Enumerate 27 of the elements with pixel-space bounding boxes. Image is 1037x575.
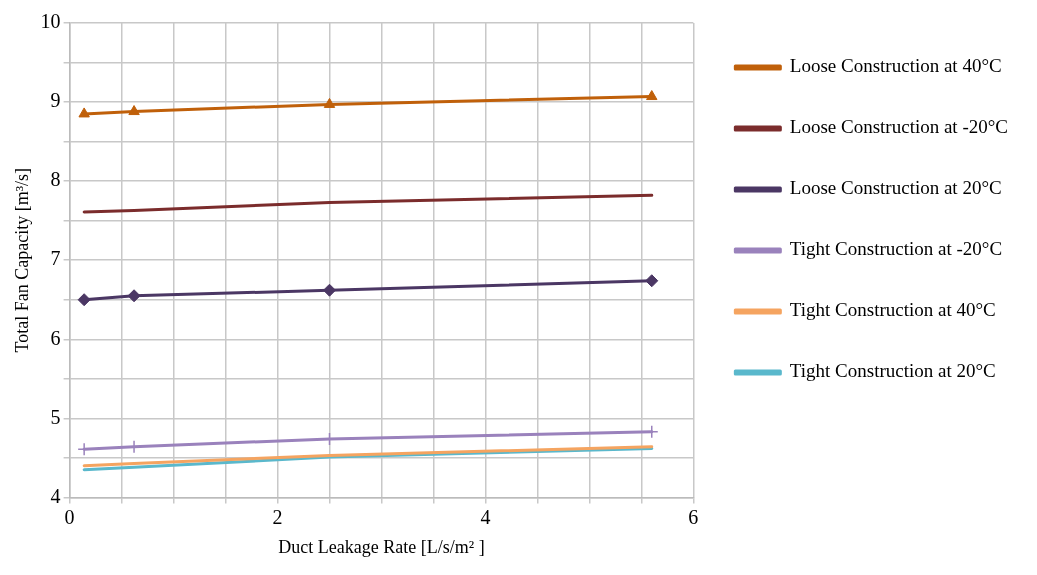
- point: [128, 105, 140, 116]
- legend-label: Loose Construction at 40°C: [789, 55, 1002, 77]
- y-tick-label: 10: [40, 10, 61, 33]
- x-tick-label: 6: [688, 505, 699, 528]
- x-tick-label: 2: [272, 505, 283, 528]
- x-tick-label: 0: [64, 505, 75, 528]
- point: [323, 97, 336, 108]
- legend-label: Loose Construction at 20°C: [789, 177, 1002, 199]
- x-tick-label: 4: [480, 505, 491, 528]
- point: [645, 274, 659, 288]
- point: [127, 289, 141, 303]
- y-tick-label: 9: [50, 89, 61, 112]
- y-tick-label: 8: [50, 168, 61, 191]
- point: [646, 90, 658, 101]
- legend-label: Tight Construction at 40°C: [789, 299, 996, 321]
- legend-label: Loose Construction at -20°C: [789, 116, 1009, 138]
- y-tick-label: 5: [50, 405, 61, 428]
- legend-label: Tight Construction at -20°C: [789, 238, 1003, 260]
- legend-label: Tight Construction at 20°C: [789, 360, 996, 382]
- y-tick-label: 6: [50, 326, 61, 349]
- x-axis-title: Duct Leakage Rate [L/s/m² ]: [278, 536, 485, 557]
- y-tick-label: 4: [50, 484, 61, 507]
- point: [77, 293, 91, 307]
- y-axis-title: Total Fan Capacity [m³/s]: [11, 167, 32, 353]
- point: [322, 283, 336, 297]
- y-tick-label: 7: [50, 247, 61, 270]
- point: [78, 107, 90, 118]
